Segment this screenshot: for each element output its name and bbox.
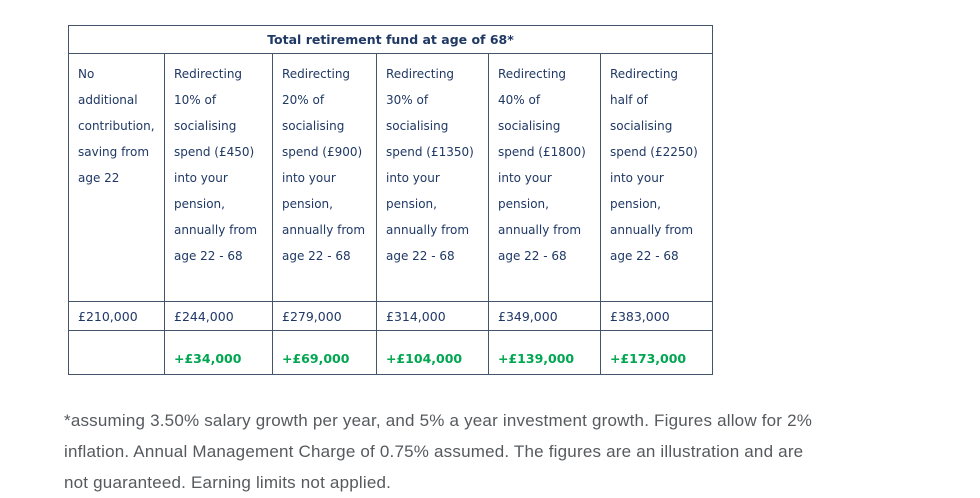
delta-value: +£139,000 (488, 330, 601, 375)
fund-value: £314,000 (376, 301, 489, 331)
table-title: Total retirement fund at age of 68* (68, 25, 713, 54)
fund-values-row: £210,000 £244,000 £279,000 £314,000 £349… (68, 301, 713, 331)
fund-value: £383,000 (600, 301, 713, 331)
table-header-row: No additional contribution, saving from … (68, 53, 713, 302)
column-header-half: Redirecting half of socialising spend (£… (600, 53, 713, 302)
delta-value: +£104,000 (376, 330, 489, 375)
delta-value: +£173,000 (600, 330, 713, 375)
retirement-fund-table-wrap: Total retirement fund at age of 68* No a… (68, 25, 713, 375)
fund-value: £279,000 (272, 301, 377, 331)
delta-value-empty (68, 330, 165, 375)
column-header-40-percent: Redirecting 40% of socialising spend (£1… (488, 53, 601, 302)
column-header-no-contribution: No additional contribution, saving from … (68, 53, 165, 302)
column-header-30-percent: Redirecting 30% of socialising spend (£1… (376, 53, 489, 302)
column-header-20-percent: Redirecting 20% of socialising spend (£9… (272, 53, 377, 302)
fund-value: £244,000 (164, 301, 273, 331)
fund-value: £349,000 (488, 301, 601, 331)
delta-value: +£34,000 (164, 330, 273, 375)
column-header-10-percent: Redirecting 10% of socialising spend (£4… (164, 53, 273, 302)
assumptions-footnote: *assuming 3.50% salary growth per year, … (64, 411, 813, 492)
delta-values-row: +£34,000 +£69,000 +£104,000 +£139,000 +£… (68, 330, 713, 375)
table-title-row: Total retirement fund at age of 68* (68, 25, 713, 54)
fund-value: £210,000 (68, 301, 165, 331)
delta-value: +£69,000 (272, 330, 377, 375)
retirement-fund-table: Total retirement fund at age of 68* No a… (68, 25, 713, 375)
